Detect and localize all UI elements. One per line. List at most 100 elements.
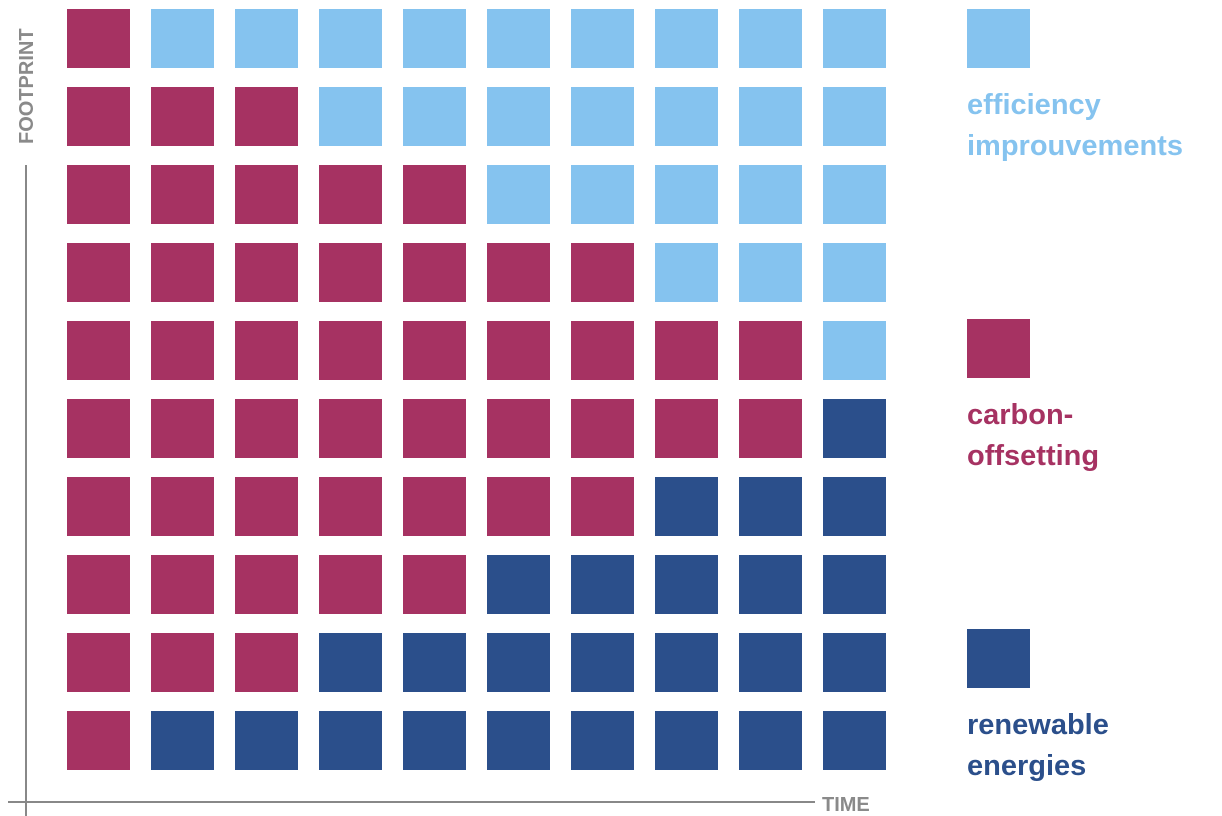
cell-carbon: [739, 321, 802, 380]
cell-carbon: [67, 9, 130, 68]
axes: FOOTPRINT TIME: [8, 28, 870, 816]
legend-label-efficiency-1: efficiency: [967, 89, 1101, 121]
cell-renewable: [823, 555, 886, 614]
cell-renewable: [235, 711, 298, 770]
cell-efficiency: [571, 87, 634, 146]
legend-swatch-renewable: [967, 629, 1030, 688]
legend: efficiency improuvements carbon-offsetting…: [967, 9, 1183, 782]
cell-carbon: [487, 399, 550, 458]
cell-efficiency: [655, 87, 718, 146]
legend-label-efficiency-2: improuvements: [967, 130, 1183, 162]
cell-efficiency: [655, 9, 718, 68]
cell-carbon: [403, 555, 466, 614]
cell-carbon: [67, 477, 130, 536]
cell-efficiency: [739, 243, 802, 302]
cell-efficiency: [739, 87, 802, 146]
cell-renewable: [739, 555, 802, 614]
cell-efficiency: [235, 9, 298, 68]
cell-carbon: [571, 321, 634, 380]
cell-carbon: [319, 555, 382, 614]
cell-efficiency: [655, 165, 718, 224]
cell-carbon: [571, 477, 634, 536]
x-axis-label: TIME: [822, 794, 870, 816]
legend-label-renewable-1: renewable: [967, 709, 1109, 741]
cell-renewable: [487, 555, 550, 614]
cell-renewable: [319, 711, 382, 770]
cell-renewable: [823, 711, 886, 770]
cell-efficiency: [319, 87, 382, 146]
cell-carbon: [487, 243, 550, 302]
cell-carbon: [67, 555, 130, 614]
cell-carbon: [655, 321, 718, 380]
cell-carbon: [403, 165, 466, 224]
cell-renewable: [655, 477, 718, 536]
cell-carbon: [67, 87, 130, 146]
cell-carbon: [67, 321, 130, 380]
cell-carbon: [67, 711, 130, 770]
cell-carbon: [235, 399, 298, 458]
cell-carbon: [403, 477, 466, 536]
cell-carbon: [151, 399, 214, 458]
cell-carbon: [739, 399, 802, 458]
cell-renewable: [823, 477, 886, 536]
cell-renewable: [739, 711, 802, 770]
cell-renewable: [487, 711, 550, 770]
cell-efficiency: [487, 87, 550, 146]
cell-carbon: [67, 399, 130, 458]
cell-efficiency: [319, 9, 382, 68]
cell-renewable: [571, 711, 634, 770]
cell-carbon: [487, 321, 550, 380]
legend-swatch-carbon: [967, 319, 1030, 378]
cell-efficiency: [571, 165, 634, 224]
cell-efficiency: [823, 321, 886, 380]
cell-renewable: [739, 633, 802, 692]
cell-carbon: [403, 243, 466, 302]
cell-carbon: [235, 477, 298, 536]
cell-carbon: [571, 399, 634, 458]
cell-carbon: [655, 399, 718, 458]
cell-efficiency: [739, 9, 802, 68]
cell-renewable: [319, 633, 382, 692]
legend-swatch-efficiency: [967, 9, 1030, 68]
cell-efficiency: [151, 9, 214, 68]
cell-renewable: [655, 555, 718, 614]
cell-renewable: [823, 633, 886, 692]
legend-label-carbon-2: offsetting: [967, 440, 1099, 472]
cell-renewable: [403, 633, 466, 692]
cell-renewable: [151, 711, 214, 770]
cell-carbon: [151, 87, 214, 146]
cell-carbon: [235, 555, 298, 614]
y-axis-label: FOOTPRINT: [16, 28, 38, 144]
cell-carbon: [151, 555, 214, 614]
cell-renewable: [403, 711, 466, 770]
cell-carbon: [319, 165, 382, 224]
cell-carbon: [319, 321, 382, 380]
cell-carbon: [403, 399, 466, 458]
cell-carbon: [235, 87, 298, 146]
cell-carbon: [319, 477, 382, 536]
cell-carbon: [235, 165, 298, 224]
cell-carbon: [151, 165, 214, 224]
cell-carbon: [151, 243, 214, 302]
cell-carbon: [403, 321, 466, 380]
cell-carbon: [235, 243, 298, 302]
cell-renewable: [571, 555, 634, 614]
cell-renewable: [739, 477, 802, 536]
cell-efficiency: [487, 9, 550, 68]
cell-carbon: [151, 321, 214, 380]
cell-carbon: [67, 165, 130, 224]
cell-efficiency: [823, 87, 886, 146]
legend-label-renewable-2: energies: [967, 750, 1086, 782]
cell-carbon: [319, 399, 382, 458]
cell-carbon: [571, 243, 634, 302]
cell-renewable: [823, 399, 886, 458]
cell-carbon: [235, 633, 298, 692]
cell-carbon: [319, 243, 382, 302]
cell-efficiency: [655, 243, 718, 302]
cell-carbon: [67, 243, 130, 302]
cell-carbon: [151, 477, 214, 536]
cell-efficiency: [487, 165, 550, 224]
cell-carbon: [67, 633, 130, 692]
cell-efficiency: [823, 165, 886, 224]
